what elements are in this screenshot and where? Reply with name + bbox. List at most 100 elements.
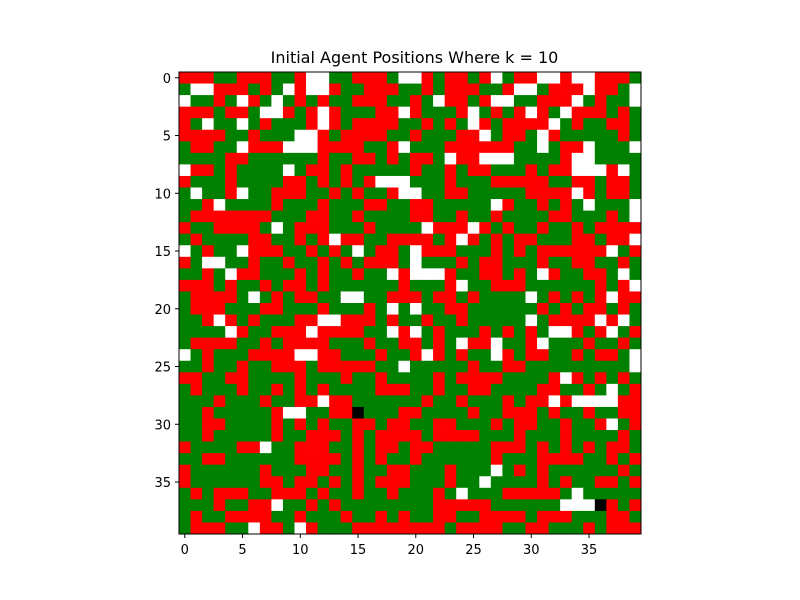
heatmap-cell: [363, 372, 376, 385]
heatmap-cell: [490, 187, 503, 200]
heatmap-cell: [213, 510, 226, 523]
heatmap-cell: [236, 337, 249, 350]
heatmap-cell: [433, 245, 445, 258]
heatmap-cell: [248, 106, 261, 119]
heatmap-cell: [467, 418, 480, 431]
heatmap-cell: [629, 499, 642, 512]
heatmap-cell: [502, 83, 515, 96]
heatmap-cell: [259, 222, 272, 234]
heatmap-cell: [537, 233, 549, 246]
heatmap-cell: [259, 164, 272, 177]
heatmap-cell: [282, 441, 295, 454]
heatmap-cell: [294, 383, 307, 396]
heatmap-cell: [386, 222, 399, 234]
heatmap-cell: [548, 199, 561, 211]
heatmap-cell: [629, 487, 642, 500]
heatmap-cell: [410, 187, 422, 200]
heatmap-cell: [282, 233, 295, 246]
heatmap-cell: [410, 314, 422, 327]
heatmap-cell: [456, 279, 469, 292]
heatmap-cell: [479, 199, 492, 211]
heatmap-cell: [479, 510, 492, 523]
heatmap-cell: [306, 95, 318, 107]
heatmap-cell: [213, 210, 226, 223]
heatmap-cell: [340, 233, 353, 246]
heatmap-cell: [259, 129, 272, 142]
heatmap-cell: [306, 141, 318, 154]
heatmap-cell: [236, 245, 249, 258]
heatmap-cell: [560, 372, 572, 385]
heatmap-cell: [571, 314, 584, 327]
heatmap-cell: [606, 106, 619, 119]
heatmap-cell: [594, 210, 607, 223]
heatmap-cell: [225, 164, 238, 177]
y-tick-label: 30: [154, 418, 171, 433]
heatmap-cell: [340, 476, 353, 489]
heatmap-cell: [375, 430, 388, 442]
heatmap-cell: [225, 349, 238, 362]
heatmap-cell: [594, 430, 607, 442]
heatmap-cell: [606, 464, 619, 477]
heatmap-cell: [513, 291, 526, 304]
heatmap-cell: [479, 95, 492, 107]
heatmap-cell: [386, 360, 399, 373]
heatmap-cell: [259, 453, 272, 465]
heatmap-cell: [375, 72, 388, 84]
heatmap-cell: [363, 152, 376, 165]
heatmap-cell: [282, 291, 295, 304]
heatmap-cell: [363, 245, 376, 258]
heatmap-cell: [571, 349, 584, 362]
heatmap-cell: [282, 256, 295, 269]
heatmap-cell: [537, 268, 549, 281]
heatmap-cell: [571, 164, 584, 177]
heatmap-cell: [421, 476, 434, 489]
heatmap-cell: [259, 360, 272, 373]
heatmap-cell: [433, 522, 445, 535]
heatmap-cell: [629, 349, 642, 362]
heatmap-cell: [537, 118, 549, 131]
heatmap-cell: [410, 118, 422, 131]
heatmap-cell: [421, 152, 434, 165]
heatmap-cell: [433, 118, 445, 131]
heatmap-cell: [583, 476, 596, 489]
heatmap-cell: [537, 303, 549, 315]
heatmap-cell: [548, 441, 561, 454]
heatmap-cell: [248, 222, 261, 234]
heatmap-cell: [502, 256, 515, 269]
heatmap-cell: [213, 487, 226, 500]
heatmap-cell: [282, 395, 295, 408]
heatmap-cell: [560, 430, 572, 442]
heatmap-cell: [467, 256, 480, 269]
heatmap-cell: [513, 430, 526, 442]
heatmap-cell: [248, 441, 261, 454]
heatmap-cell: [317, 337, 330, 350]
heatmap-cell: [583, 487, 596, 500]
heatmap-cell: [444, 487, 457, 500]
heatmap-cell: [294, 72, 307, 84]
heatmap-cell: [548, 72, 561, 84]
heatmap-cell: [490, 199, 503, 211]
heatmap-cell: [537, 72, 549, 84]
heatmap-cell: [190, 522, 203, 535]
heatmap-cell: [190, 199, 203, 211]
heatmap-cell: [467, 406, 480, 419]
heatmap-cell: [202, 510, 214, 523]
heatmap-cell: [525, 406, 538, 419]
heatmap-cell: [248, 337, 261, 350]
heatmap-cell: [548, 187, 561, 200]
heatmap-cell: [629, 279, 642, 292]
heatmap-cell: [433, 441, 445, 454]
heatmap-cell: [444, 522, 457, 535]
heatmap-cell: [467, 72, 480, 84]
heatmap-cell: [386, 245, 399, 258]
heatmap-cell: [386, 487, 399, 500]
heatmap-cell: [363, 314, 376, 327]
heatmap-cell: [248, 268, 261, 281]
heatmap-cell: [537, 487, 549, 500]
heatmap-cell: [386, 476, 399, 489]
heatmap-cell: [467, 430, 480, 442]
heatmap-cell: [202, 360, 214, 373]
heatmap-cell: [202, 522, 214, 535]
heatmap-cell: [456, 395, 469, 408]
heatmap-cell: [537, 95, 549, 107]
